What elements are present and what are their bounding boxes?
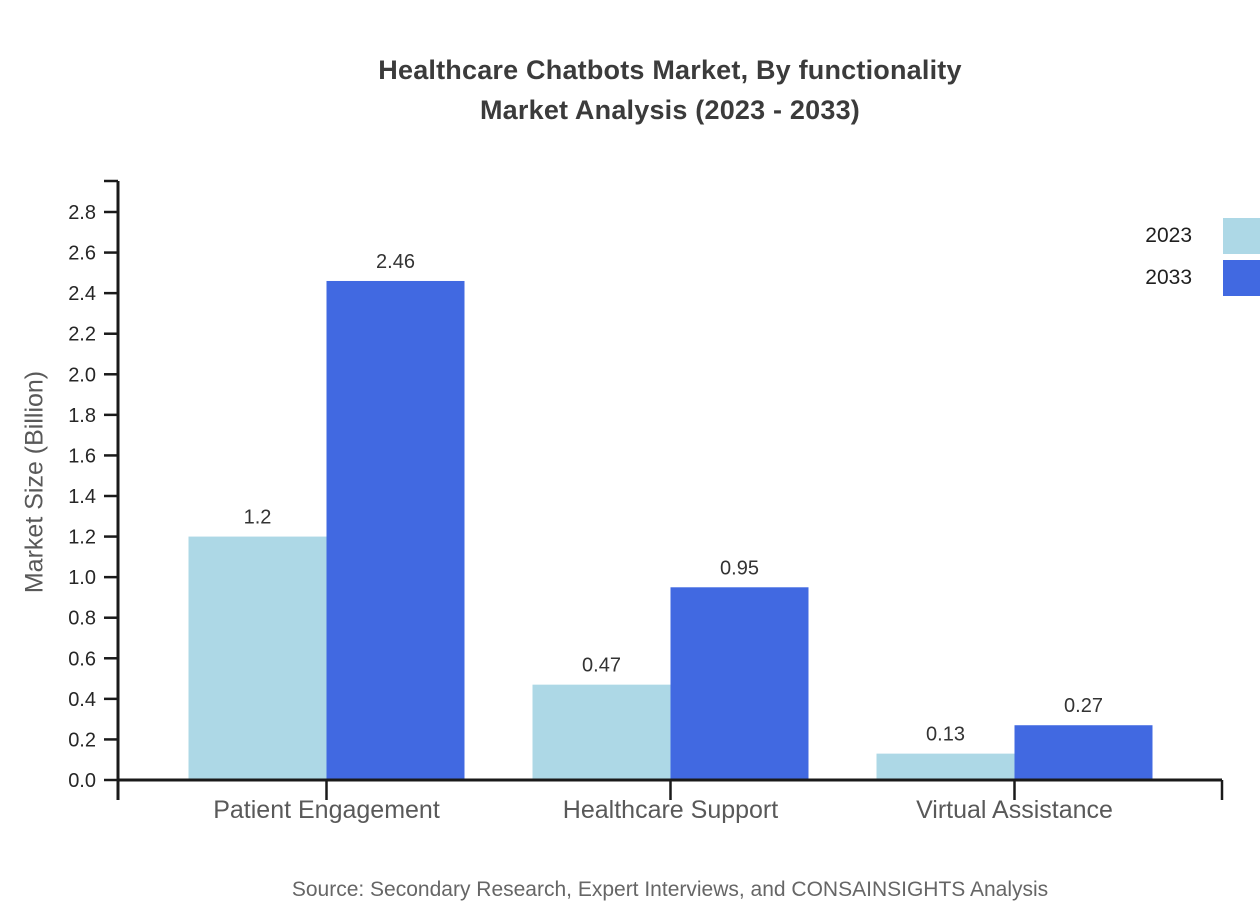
legend: 2023 2033 bbox=[1145, 218, 1260, 296]
y-tick-label: 1.8 bbox=[68, 405, 96, 427]
bar-2033-1 bbox=[670, 587, 809, 781]
bar-2023-2 bbox=[876, 753, 1015, 781]
bar-2033-0 bbox=[326, 280, 465, 781]
y-tick-label: 2.6 bbox=[68, 243, 96, 265]
bar-2033-2 bbox=[1014, 725, 1153, 781]
chart-title-line2: Market Analysis (2023 - 2033) bbox=[479, 95, 860, 125]
bar-value-label: 0.47 bbox=[582, 655, 621, 677]
y-tick-label: 1.2 bbox=[68, 527, 96, 549]
bar-2023-1 bbox=[532, 684, 671, 781]
y-tick-label: 0.4 bbox=[68, 689, 96, 711]
y-tick-label: 0.8 bbox=[68, 608, 96, 630]
legend-swatch bbox=[1223, 260, 1260, 296]
y-tick-label: 2.8 bbox=[68, 202, 96, 224]
legend-label: 2023 bbox=[1145, 224, 1192, 247]
x-category-label: Patient Engagement bbox=[213, 796, 440, 824]
bar-value-label: 1.2 bbox=[244, 507, 272, 529]
bar-value-label: 0.13 bbox=[926, 724, 965, 746]
bar-value-label: 0.95 bbox=[720, 557, 759, 579]
chart-title: Healthcare Chatbots Market, By functiona… bbox=[118, 50, 1222, 130]
y-tick-label: 0.6 bbox=[68, 648, 96, 670]
x-category-label: Virtual Assistance bbox=[916, 796, 1113, 824]
legend-label: 2033 bbox=[1145, 266, 1192, 289]
bar-2023-0 bbox=[188, 536, 327, 781]
y-tick-label: 0.2 bbox=[68, 729, 96, 751]
y-tick-label: 1.6 bbox=[68, 445, 96, 467]
y-tick-label: 1.4 bbox=[68, 486, 96, 508]
y-tick-label: 0.0 bbox=[68, 770, 96, 792]
legend-swatch bbox=[1223, 218, 1260, 254]
x-category-label: Healthcare Support bbox=[563, 796, 778, 824]
y-tick-label: 1.0 bbox=[68, 567, 96, 589]
bar-value-label: 2.46 bbox=[376, 251, 415, 273]
legend-item-2023: 2023 bbox=[1145, 218, 1260, 254]
bar-value-label: 0.27 bbox=[1064, 695, 1103, 717]
y-tick-label: 2.2 bbox=[68, 324, 96, 346]
y-tick-label: 2.0 bbox=[68, 364, 96, 386]
source-note: Source: Secondary Research, Expert Inter… bbox=[291, 878, 1049, 901]
chart-title-line1: Healthcare Chatbots Market, By functiona… bbox=[378, 55, 962, 85]
y-tick-label: 2.4 bbox=[68, 283, 96, 305]
legend-item-2033: 2033 bbox=[1145, 260, 1260, 296]
